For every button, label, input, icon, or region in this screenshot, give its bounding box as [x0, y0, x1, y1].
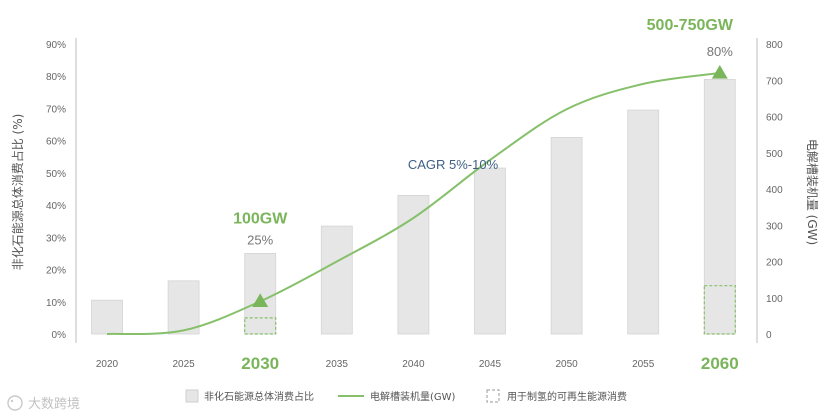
annotation-label: 80% [707, 44, 733, 59]
triangle-marker [252, 293, 269, 307]
bar [167, 280, 200, 335]
bar [550, 137, 583, 335]
installed-capacity-line [106, 72, 720, 336]
bars-layer [91, 79, 736, 335]
bar [91, 299, 123, 335]
annotation-label: 100GW [233, 210, 288, 227]
legend-label-line: 电解槽装机量(GW) [370, 390, 456, 403]
x-tick-label: 2055 [632, 359, 655, 370]
watermark-logo-icon [7, 395, 23, 411]
right-tick-label: 600 [766, 113, 783, 124]
legend-swatch-bar [185, 389, 199, 403]
x-tick-label: 2050 [555, 359, 578, 370]
left-tick-label: 80% [46, 72, 66, 83]
bar [474, 167, 506, 335]
right-tick-label: 100 [766, 294, 783, 305]
x-tick-label: 2060 [701, 354, 739, 373]
left-tick-label: 60% [46, 137, 66, 148]
x-tick-labels: 2020 2025 2030 2035 2040 2045 2050 2055 2060 [96, 354, 739, 373]
right-tick-label: 0 [766, 330, 772, 341]
annotations-layer: 100GW 25% 500-750GW 80% CAGR 5%-10% [233, 17, 734, 247]
right-tick-label: 400 [766, 185, 783, 196]
x-tick-label: 2030 [241, 354, 279, 373]
watermark: 大数跨境 [7, 395, 80, 412]
left-tick-labels: 0% 10% 20% 30% 40% 50% 60% 70% 80% 90% [46, 40, 66, 341]
left-tick-label: 90% [46, 40, 66, 51]
dashed-box [703, 285, 736, 335]
legend-label-dashed: 用于制氢的可再生能源消费 [507, 390, 627, 403]
x-tick-label: 2035 [326, 359, 349, 370]
annotation-label: 25% [247, 232, 273, 247]
left-tick-label: 0% [52, 330, 67, 341]
legend: 非化石能源总体消费占比 电解槽装机量(GW) 用于制氢的可再生能源消费 [185, 389, 627, 403]
x-tick-label: 2025 [172, 359, 195, 370]
right-tick-labels: 0 100 200 300 400 500 600 700 800 [766, 40, 783, 341]
left-tick-label: 70% [46, 104, 66, 115]
left-tick-label: 20% [46, 266, 66, 277]
legend-swatch-dashed [486, 389, 500, 403]
watermark-logo-eye-icon [10, 399, 14, 403]
annotation-label: CAGR 5%-10% [408, 157, 499, 172]
bar [703, 79, 736, 335]
x-tick-label: 2040 [402, 359, 425, 370]
annotation-label: 500-750GW [647, 17, 734, 34]
axes-layer [75, 38, 758, 343]
line-layer [106, 65, 728, 336]
right-tick-label: 800 [766, 40, 783, 51]
triangle-marker [711, 65, 728, 79]
right-tick-label: 300 [766, 221, 783, 232]
dashed-box [244, 317, 277, 335]
left-tick-label: 30% [46, 233, 66, 244]
right-tick-label: 700 [766, 76, 783, 87]
bar [627, 109, 660, 335]
left-axis-title: 非化石能源总体消费占比 (%) [10, 114, 25, 271]
right-tick-label: 500 [766, 149, 783, 160]
right-tick-label: 200 [766, 258, 783, 269]
watermark-text: 大数跨境 [28, 397, 80, 412]
x-tick-label: 2045 [479, 359, 502, 370]
right-axis-title: 电解槽装机量 (GW) [805, 139, 819, 245]
bar [397, 195, 430, 335]
x-tick-label: 2020 [96, 359, 119, 370]
left-tick-label: 50% [46, 169, 66, 180]
left-tick-label: 40% [46, 201, 66, 212]
left-tick-label: 10% [46, 298, 66, 309]
legend-label-bar: 非化石能源总体消费占比 [204, 390, 314, 403]
bar [320, 225, 353, 335]
